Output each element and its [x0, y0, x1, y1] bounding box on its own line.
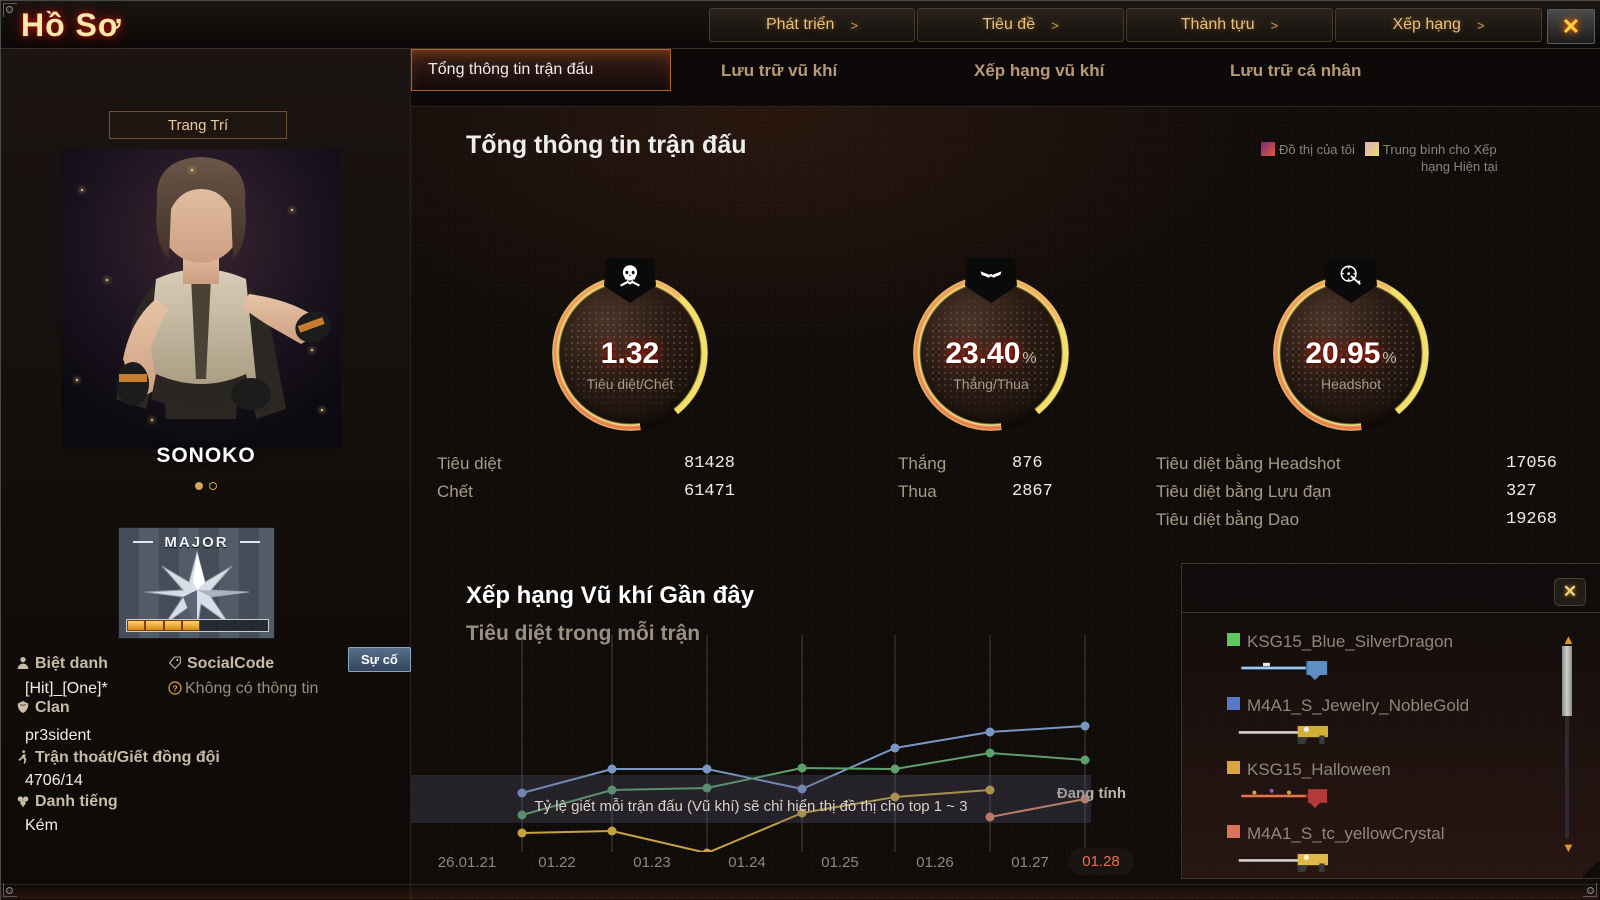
svg-text:?: ?: [172, 683, 177, 693]
